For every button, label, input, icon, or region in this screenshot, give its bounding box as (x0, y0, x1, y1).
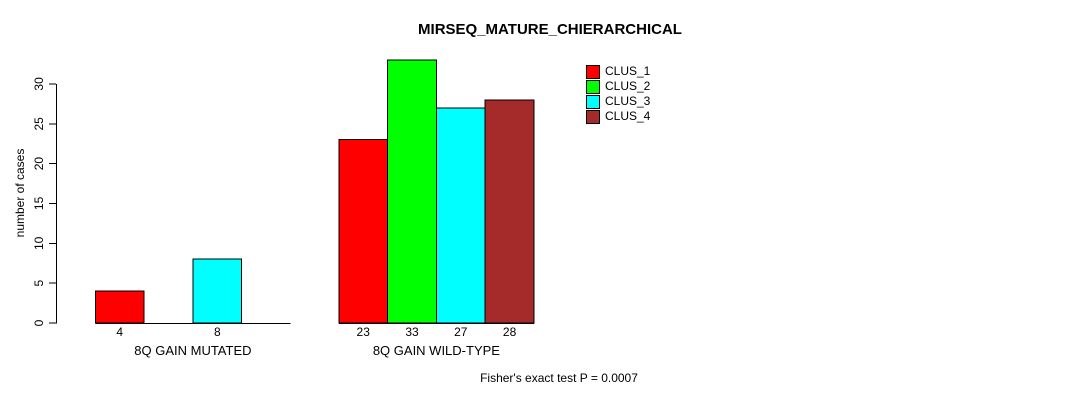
y-tick-label: 15 (32, 196, 46, 210)
bar (94, 290, 145, 324)
legend-swatch (586, 109, 600, 124)
legend-item: CLUS_3 (586, 94, 650, 109)
legend-label: CLUS_4 (605, 109, 651, 123)
bar (338, 139, 389, 324)
bar (192, 258, 243, 324)
legend-item: CLUS_1 (586, 64, 650, 79)
legend-label: CLUS_3 (605, 94, 651, 108)
chart-title: MIRSEQ_MATURE_CHIERARCHICAL (418, 21, 682, 38)
bar (387, 59, 437, 324)
annotation-text: Fisher's exact test P = 0.0007 (480, 371, 638, 385)
group-label: 8Q GAIN WILD-TYPE (373, 343, 500, 358)
legend-swatch (586, 94, 600, 109)
legend-item: CLUS_2 (586, 79, 650, 94)
legend-label: CLUS_1 (605, 64, 651, 78)
legend-item: CLUS_4 (586, 109, 650, 124)
legend-swatch (586, 79, 600, 94)
y-tick-label: 10 (32, 236, 46, 250)
y-tick-label: 0 (32, 319, 46, 326)
bar-value-label: 28 (503, 325, 517, 339)
bar (435, 107, 486, 324)
y-tick-label: 25 (32, 117, 46, 131)
legend: CLUS_1 CLUS_2 CLUS_3 CLUS_4 (586, 64, 650, 124)
legend-label: CLUS_2 (605, 79, 651, 93)
y-tick-label: 30 (32, 77, 46, 91)
bar-value-label: 4 (116, 325, 123, 339)
legend-swatch (586, 64, 600, 79)
bar (484, 99, 535, 324)
y-tick-label: 5 (32, 279, 46, 286)
group-label: 8Q GAIN MUTATED (134, 343, 251, 358)
bar-value-label: 23 (357, 325, 371, 339)
bar-value-label: 33 (405, 325, 419, 339)
bar-value-label: 27 (454, 325, 468, 339)
bar-value-label: 8 (214, 325, 221, 339)
y-tick-label: 20 (32, 157, 46, 171)
